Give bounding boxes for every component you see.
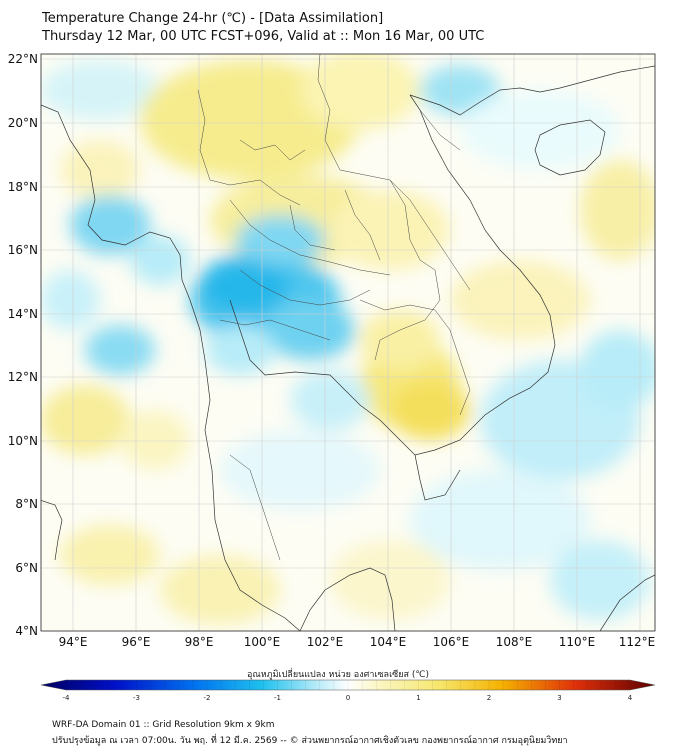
map-subtitle: Thursday 12 Mar, 00 UTC FCST+096, Valid … [42, 29, 485, 44]
lon-label: 94°E [59, 635, 88, 649]
colorbar-title: อุณหภูมิเปลี่ยนแปลง หน่วย องศาเซลเซียส (… [246, 670, 430, 680]
lat-label: 12°N [8, 370, 38, 384]
colorbar-tick-label: 3 [557, 694, 561, 702]
map-title: Temperature Change 24-hr (℃) - [Data Ass… [42, 11, 384, 26]
colorbar: -4 -3 -2 -1 0 1 2 3 4 [40, 679, 656, 702]
lon-label: 104°E [370, 635, 407, 649]
colorbar-tick-label: 2 [487, 694, 491, 702]
lat-label: 10°N [8, 434, 38, 448]
footer-credit: ปรับปรุงข้อมูล ณ เวลา 07:00น. วัน พฤ. ที… [52, 736, 568, 746]
colorbar-tick-label: -3 [133, 694, 140, 702]
map-panel: 22°N 20°N 18°N 16°N 14°N 12°N 10°N 8°N 6… [8, 52, 656, 649]
lon-label: 110°E [559, 635, 596, 649]
map-frame [40, 53, 656, 632]
colorbar-tick-label: -4 [63, 694, 71, 702]
graticule [41, 54, 655, 631]
lon-label: 98°E [185, 635, 214, 649]
colorbar-tick-label: 0 [346, 694, 350, 702]
lon-label: 100°E [244, 635, 281, 649]
colorbar-ticks: -4 -3 -2 -1 0 1 2 3 4 [63, 680, 633, 702]
lat-label: 16°N [8, 243, 38, 257]
lat-label: 8°N [15, 497, 38, 511]
lat-label: 20°N [8, 116, 38, 130]
lon-label: 102°E [307, 635, 344, 649]
colorbar-tick-label: -2 [204, 694, 211, 702]
lon-label: 96°E [122, 635, 151, 649]
colorbar-tick-label: -1 [274, 694, 281, 702]
colorbar-ramp [40, 679, 656, 691]
temperature-field [41, 54, 655, 625]
lon-label: 108°E [496, 635, 533, 649]
colorbar-tick-label: 4 [628, 694, 633, 702]
admin-borders [197, 54, 471, 561]
footer-model-info: WRF-DA Domain 01 :: Grid Resolution 9km … [52, 720, 275, 730]
lon-label: 112°E [619, 635, 656, 649]
coastlines [41, 65, 655, 631]
colorbar-tick-label: 1 [416, 694, 420, 702]
lat-label: 22°N [8, 52, 38, 66]
lat-label: 14°N [8, 307, 38, 321]
lon-label: 106°E [433, 635, 470, 649]
lat-label: 18°N [8, 180, 38, 194]
lat-label: 6°N [15, 561, 38, 575]
lat-label: 4°N [15, 624, 38, 638]
